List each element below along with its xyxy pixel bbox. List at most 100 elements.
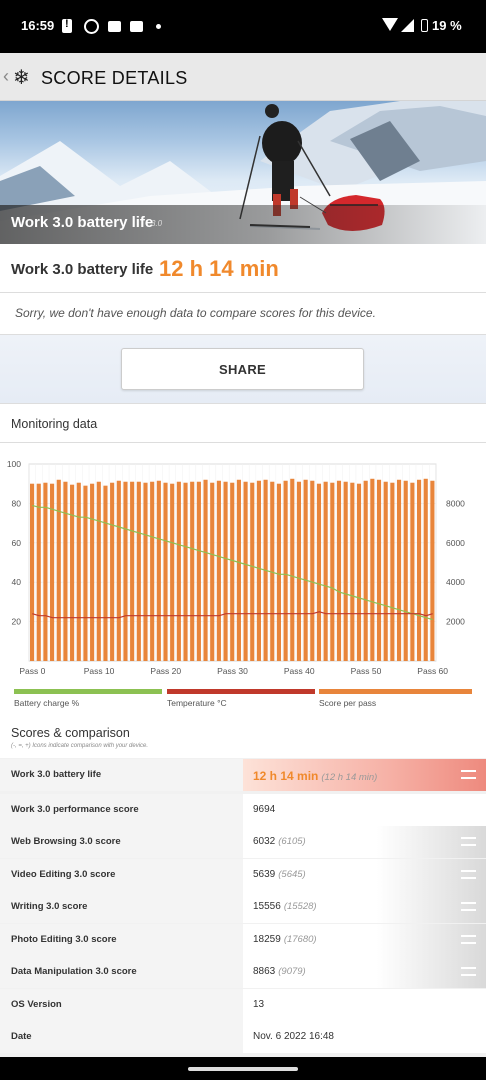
- result-value: 12 h 14 min: [159, 256, 279, 281]
- comparison-bar: [243, 924, 486, 956]
- score-bar: [330, 482, 335, 661]
- legend-swatch: [14, 689, 162, 694]
- content[interactable]: Work 3.0 battery life 3.0 Work 3.0 batte…: [0, 101, 486, 1057]
- score-bar: [270, 481, 275, 661]
- battery-percent: 19 %: [432, 18, 462, 33]
- score-bar: [136, 481, 141, 661]
- legend-swatch: [167, 689, 315, 694]
- score-row-value: 6032 (6105): [253, 836, 306, 847]
- comparison-value: (9079): [278, 966, 306, 977]
- wifi-icon: [382, 18, 398, 31]
- x-axis-tick-label: Pass 60: [417, 666, 448, 676]
- score-row-value: 18259 (17680): [253, 934, 317, 945]
- comparison-value: (12 h 14 min): [321, 772, 378, 783]
- legend-swatch: [319, 689, 472, 694]
- snowflake-logo-icon[interactable]: ❄: [13, 67, 30, 89]
- score-value: 13: [253, 999, 265, 1010]
- score-bar: [56, 479, 61, 661]
- score-bar: [236, 479, 241, 661]
- scores-title: Scores & comparison: [11, 726, 130, 740]
- score-row[interactable]: Data Manipulation 3.0 score 8863 (9079): [0, 956, 486, 988]
- score-row-value-cell: 13: [243, 989, 486, 1021]
- score-bar: [376, 479, 382, 661]
- score-row[interactable]: Web Browsing 3.0 score 6032 (6105): [0, 826, 486, 858]
- x-axis-tick-label: Pass 10: [84, 666, 115, 676]
- hero-title: Work 3.0 battery life: [11, 214, 154, 231]
- score-value: 18259: [253, 934, 281, 945]
- score-row-value-cell: Nov. 6 2022 16:48: [243, 1021, 486, 1053]
- result-label: Work 3.0 battery life: [11, 261, 154, 278]
- back-chevron-icon[interactable]: ‹: [3, 66, 9, 86]
- score-bar: [96, 481, 101, 661]
- gesture-handle[interactable]: [188, 1067, 298, 1071]
- score-bar: [130, 481, 135, 661]
- right-axis-tick-label: 8000: [446, 498, 465, 508]
- score-row[interactable]: Photo Editing 3.0 score 18259 (17680): [0, 924, 486, 956]
- score-bar: [243, 481, 248, 661]
- equal-icon: [461, 902, 476, 911]
- score-row[interactable]: Date Nov. 6 2022 16:48: [0, 1021, 486, 1053]
- score-row-value: 8863 (9079): [253, 966, 306, 977]
- score-bar: [410, 482, 415, 661]
- score-row-label: Work 3.0 performance score: [11, 804, 139, 815]
- score-bar: [36, 483, 41, 661]
- score-row-label: Web Browsing 3.0 score: [11, 836, 121, 847]
- score-bar: [183, 482, 188, 661]
- x-axis-tick-label: Pass 50: [351, 666, 382, 676]
- score-bar: [103, 485, 108, 661]
- score-bar: [296, 481, 302, 661]
- score-bar: [423, 478, 428, 661]
- score-bar: [396, 479, 402, 661]
- hero-version: 3.0: [151, 219, 163, 228]
- score-row-label: Photo Editing 3.0 score: [11, 934, 117, 945]
- score-bar: [143, 482, 148, 661]
- more-notifications-icon: [156, 24, 161, 29]
- score-bar: [216, 480, 221, 661]
- score-row-label: Video Editing 3.0 score: [11, 869, 116, 880]
- left-axis-tick-label: 20: [12, 617, 22, 627]
- comparison-bar: [243, 859, 486, 891]
- comparison-value: (15528): [283, 901, 317, 912]
- score-row-value-cell: 15556 (15528): [243, 891, 486, 923]
- score-row-value: 5639 (5645): [253, 869, 306, 880]
- app-bar: ‹ ❄ SCORE DETAILS: [0, 53, 486, 101]
- comparison-value: (17680): [283, 934, 317, 945]
- score-bar: [63, 481, 68, 661]
- score-row[interactable]: Writing 3.0 score 15556 (15528): [0, 891, 486, 923]
- score-row[interactable]: OS Version 13: [0, 989, 486, 1021]
- score-bar: [430, 480, 435, 661]
- score-bar: [203, 479, 208, 661]
- score-bar: [356, 483, 362, 661]
- share-area: SHARE: [0, 335, 486, 403]
- comparison-bar: [243, 826, 486, 858]
- score-bar: [303, 479, 308, 661]
- comparison-bar: [243, 759, 486, 791]
- equal-icon: [461, 770, 476, 779]
- legend-label: Battery charge %: [14, 698, 80, 708]
- score-bar: [363, 480, 368, 661]
- status-time: 16:59: [21, 18, 55, 33]
- score-row[interactable]: Work 3.0 performance score 9694: [0, 794, 486, 826]
- score-bar: [190, 481, 195, 661]
- score-row-value-cell: 12 h 14 min (12 h 14 min): [243, 759, 486, 791]
- legend-label: Score per pass: [319, 698, 377, 708]
- score-bar: [290, 478, 295, 661]
- notice-text: Sorry, we don't have enough data to comp…: [15, 306, 376, 320]
- comparison-value: (6105): [278, 836, 306, 847]
- share-button[interactable]: SHARE: [121, 348, 364, 390]
- notification-icon: [130, 21, 143, 32]
- notice-row: Sorry, we don't have enough data to comp…: [0, 293, 486, 335]
- monitoring-header: Monitoring data: [0, 404, 486, 443]
- score-row[interactable]: Work 3.0 battery life 12 h 14 min (12 h 14…: [0, 759, 486, 791]
- left-axis-tick-label: 80: [12, 498, 22, 508]
- score-bar: [256, 480, 261, 661]
- score-row[interactable]: Video Editing 3.0 score 5639 (5645): [0, 859, 486, 891]
- score-row-label: Work 3.0 battery life: [11, 769, 102, 780]
- score-bar: [276, 483, 282, 661]
- score-bar: [43, 482, 48, 661]
- score-bar: [323, 481, 328, 661]
- score-value: 12 h 14 min: [253, 769, 319, 783]
- score-bar: [223, 481, 228, 661]
- score-bar: [76, 482, 81, 661]
- score-bar: [116, 480, 121, 661]
